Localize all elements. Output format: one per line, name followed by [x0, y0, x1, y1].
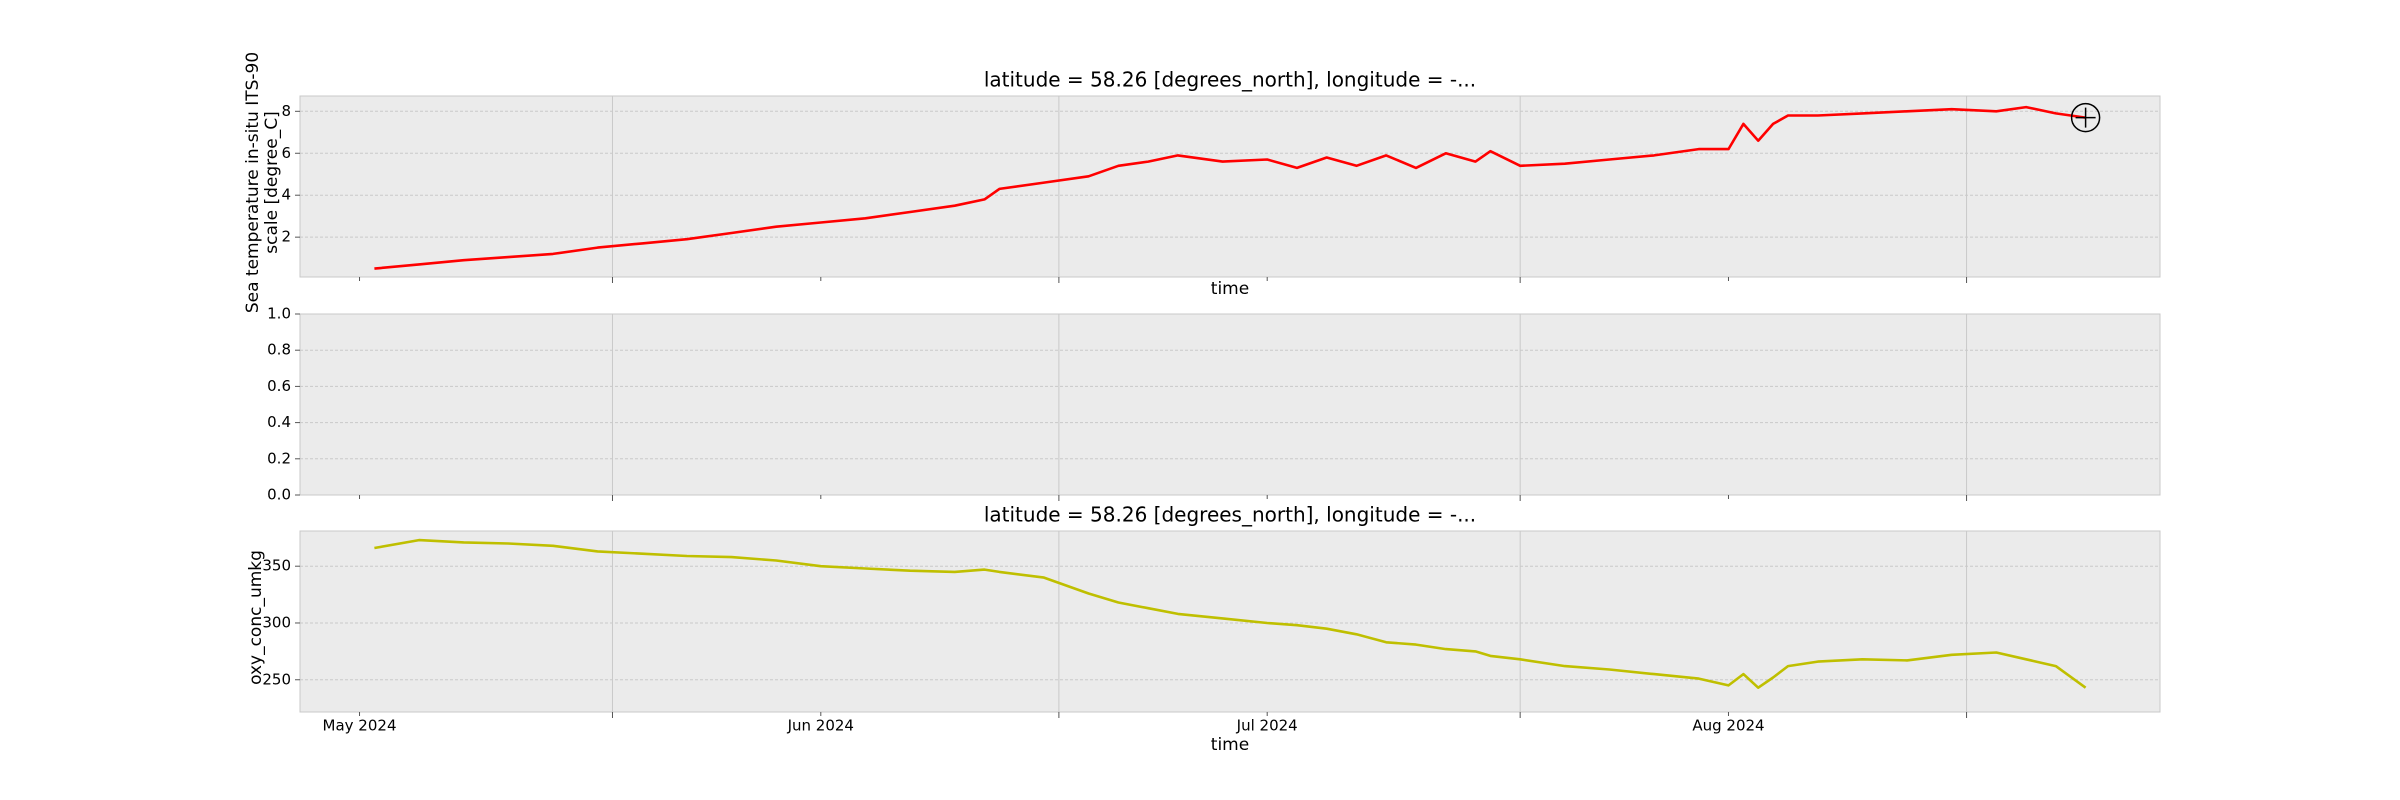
subplot-title: latitude = 58.26 [degrees_north], longit…	[984, 68, 1476, 92]
y-axis-label: scale [degree_C]	[262, 111, 282, 253]
y-tick-label: 0.8	[267, 341, 291, 359]
subplot-title: latitude = 58.26 [degrees_north], longit…	[984, 503, 1476, 527]
y-tick-label: 0.2	[267, 449, 291, 467]
y-tick-label: 2	[281, 228, 291, 246]
y-tick-label: 350	[262, 557, 291, 575]
y-tick-label: 0.6	[267, 377, 291, 395]
plot-area	[299, 313, 2161, 496]
plot-area	[299, 530, 2161, 713]
y-tick-label: 250	[262, 670, 291, 688]
x-tick-label: Jul 2024	[1236, 717, 1298, 735]
y-tick-label: 1.0	[267, 305, 291, 323]
cursor-ring	[2070, 102, 2101, 133]
x-tick-label: Jun 2024	[787, 717, 854, 735]
data-line	[374, 538, 2087, 689]
x-tick-label: May 2024	[323, 717, 397, 735]
y-tick-label: 300	[262, 613, 291, 631]
y-axis-label: oxy_conc_umkg	[246, 550, 266, 685]
cursor	[2070, 102, 2101, 133]
y-tick-label: 0.4	[267, 413, 291, 431]
data-line	[374, 105, 2086, 270]
y-axis-label: Sea temperature in-situ ITS-90	[243, 52, 263, 313]
x-axis-label: time	[1211, 735, 1249, 755]
y-tick-label: 6	[281, 144, 291, 162]
x-tick-label: Aug 2024	[1692, 717, 1764, 735]
x-axis-label: time	[1211, 279, 1249, 299]
y-tick-label: 8	[281, 102, 291, 120]
y-tick-label: 0.0	[267, 486, 291, 504]
y-tick-label: 4	[281, 186, 291, 204]
